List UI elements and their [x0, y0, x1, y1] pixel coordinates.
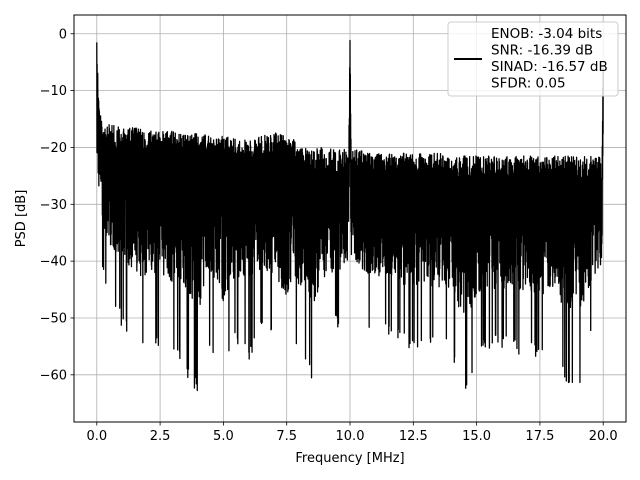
- plot-area: [96, 39, 604, 392]
- y-tick-label: 0: [59, 27, 67, 42]
- psd-series-line: [96, 39, 604, 392]
- y-tick-label: −50: [40, 311, 67, 326]
- y-tick-label: −20: [40, 141, 67, 156]
- y-tick-label: −40: [40, 255, 67, 270]
- x-tick-label: 0.0: [86, 429, 107, 444]
- x-tick-label: 20.0: [589, 429, 618, 444]
- x-axis-label: Frequency [MHz]: [295, 451, 404, 466]
- x-tick-label: 5.0: [213, 429, 234, 444]
- legend-label: ENOB: -3.04 bits SNR: -16.39 dB SINAD: -16…: [491, 26, 608, 92]
- legend-box: [447, 21, 619, 97]
- x-tick-label: 15.0: [462, 429, 491, 444]
- legend: ENOB: -3.04 bits SNR: -16.39 dB SINAD: -16…: [447, 21, 619, 97]
- y-tick-label: −60: [40, 368, 67, 383]
- x-tick-label: 17.5: [525, 429, 554, 444]
- x-tick-label: 10.0: [336, 429, 365, 444]
- x-tick-label: 7.5: [276, 429, 297, 444]
- y-axis-label: PSD [dB]: [14, 190, 29, 248]
- y-tick-label: −10: [40, 84, 67, 99]
- x-tick-label: 12.5: [399, 429, 428, 444]
- x-axis: 0.0 2.5 5.0 7.5 10.0 12.5 15.0 17.5 20.0: [86, 422, 618, 444]
- y-axis: 0 −10 −20 −30 −40 −50 −60: [40, 27, 74, 383]
- y-tick-label: −30: [40, 198, 67, 213]
- x-tick-label: 2.5: [150, 429, 171, 444]
